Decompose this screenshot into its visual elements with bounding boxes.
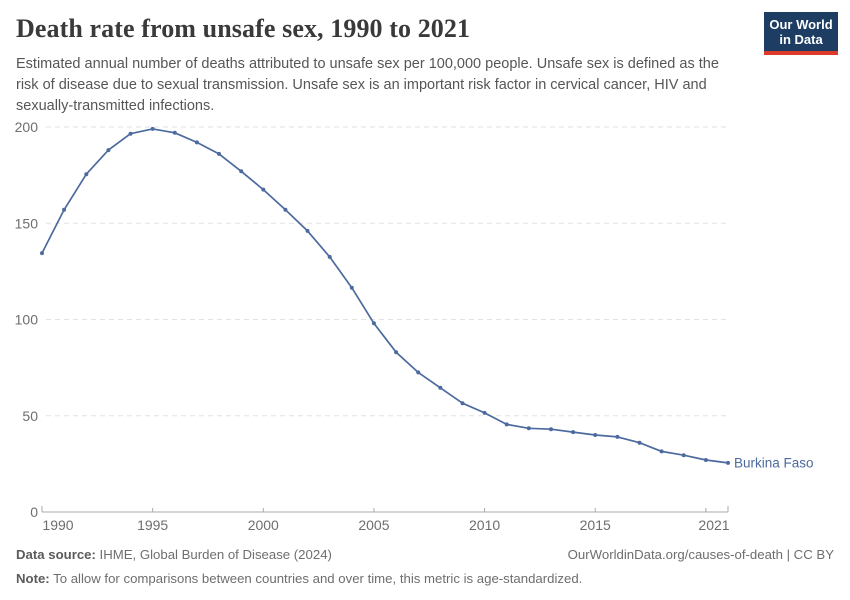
data-point[interactable] xyxy=(128,131,133,136)
y-axis-tick-label: 50 xyxy=(22,408,38,424)
subtitle-line: sexually-transmitted infections. xyxy=(16,98,215,114)
data-point[interactable] xyxy=(194,140,199,145)
data-point[interactable] xyxy=(371,321,376,326)
x-axis-tick-label: 2010 xyxy=(469,517,500,533)
owid-logo[interactable]: Our World in Data xyxy=(764,12,838,55)
data-point[interactable] xyxy=(416,370,421,375)
data-point[interactable] xyxy=(283,207,288,212)
data-point[interactable] xyxy=(615,434,620,439)
data-point[interactable] xyxy=(593,433,598,437)
x-axis-tick-label: 2005 xyxy=(358,517,389,533)
subtitle-line: Estimated annual number of deaths attrib… xyxy=(16,56,719,72)
data-point[interactable] xyxy=(571,430,576,435)
series-end-label[interactable]: Burkina Faso xyxy=(734,455,814,470)
data-point[interactable] xyxy=(726,460,730,465)
data-source-label: Data source: xyxy=(16,547,96,562)
data-point[interactable] xyxy=(504,422,509,427)
data-point[interactable] xyxy=(84,172,89,177)
chart-subtitle: Estimated annual number of deaths attrib… xyxy=(16,54,756,117)
owid-logo-line2: in Data xyxy=(779,32,823,47)
series-line[interactable] xyxy=(41,128,729,464)
page-title: Death rate from unsafe sex, 1990 to 2021 xyxy=(16,14,471,43)
data-point[interactable] xyxy=(305,228,310,233)
x-axis-tick-label: 1995 xyxy=(137,517,168,533)
data-point[interactable] xyxy=(438,385,443,390)
data-point[interactable] xyxy=(482,410,487,415)
data-point[interactable] xyxy=(526,426,531,431)
data-point[interactable] xyxy=(261,187,266,192)
data-point[interactable] xyxy=(681,453,686,458)
data-point[interactable] xyxy=(40,251,44,256)
data-point[interactable] xyxy=(349,285,354,290)
line-chart-canvas[interactable]: 0 50 100 150 200 1990 1995 2000 2005 2010 2015 2021… xyxy=(0,105,850,545)
data-point[interactable] xyxy=(703,458,708,462)
chart-area[interactable]: 0 50 100 150 200 1990 1995 2000 2005 2010 2015 2021… xyxy=(0,105,850,545)
y-axis-tick-label: 200 xyxy=(15,119,39,135)
data-point[interactable] xyxy=(327,254,332,259)
y-axis-tick-label: 150 xyxy=(15,215,39,231)
data-point[interactable] xyxy=(172,130,177,135)
note-text: To allow for comparisons between countri… xyxy=(49,571,583,586)
owid-citation-link[interactable]: OurWorldinData.org/causes-of-death | CC … xyxy=(567,547,834,562)
x-axis-tick-label: 1990 xyxy=(42,517,73,533)
note-label: Note: xyxy=(16,571,50,586)
x-axis-tick-label: 2015 xyxy=(580,517,611,533)
data-point[interactable] xyxy=(394,350,399,355)
y-axis-tick-label: 100 xyxy=(15,312,39,328)
chart-footer: Data source: IHME, Global Burden of Dise… xyxy=(16,546,834,587)
data-point[interactable] xyxy=(460,401,465,406)
data-point[interactable] xyxy=(62,207,67,212)
data-point[interactable] xyxy=(239,169,244,174)
data-point[interactable] xyxy=(217,151,221,156)
data-point[interactable] xyxy=(659,449,664,454)
data-source-line: Data source: IHME, Global Burden of Dise… xyxy=(16,546,332,563)
data-point[interactable] xyxy=(150,126,155,131)
data-point[interactable] xyxy=(637,440,642,445)
data-point[interactable] xyxy=(106,148,111,153)
data-source-text: IHME, Global Burden of Disease (2024) xyxy=(95,547,332,562)
x-axis-tick-label: 2000 xyxy=(248,517,279,533)
data-point[interactable] xyxy=(549,427,553,432)
y-axis-tick-label: 0 xyxy=(30,504,38,520)
subtitle-line: risk of disease due to sexual transmissi… xyxy=(16,77,707,93)
x-axis-tick-label: 2021 xyxy=(698,517,729,533)
owid-logo-line1: Our World xyxy=(769,17,833,32)
